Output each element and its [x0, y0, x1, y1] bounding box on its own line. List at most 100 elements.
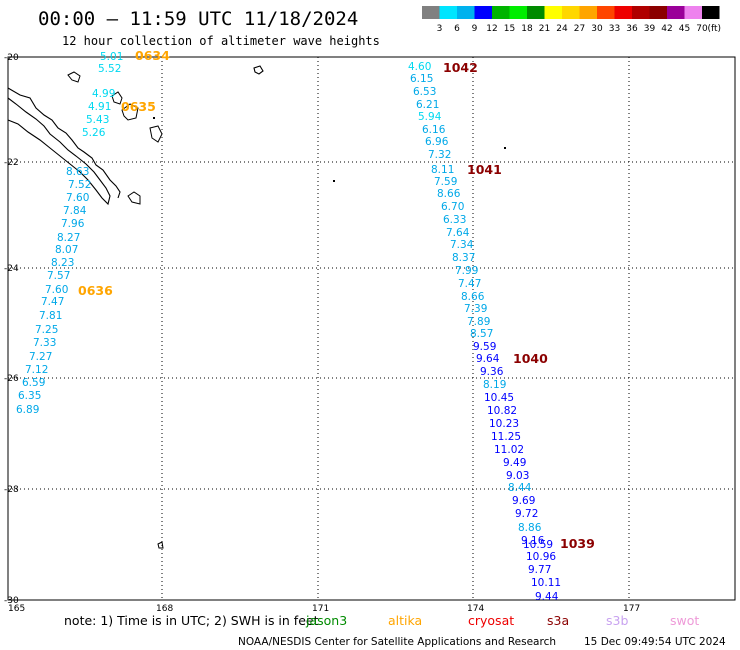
latitude-label: -20 — [4, 53, 19, 63]
swh-value: 7.27 — [29, 351, 52, 363]
swh-value: 7.96 — [61, 218, 85, 230]
legend-label: 39 — [644, 24, 656, 34]
grande-terre-coast — [7, 97, 111, 206]
legend-label: 27 — [574, 24, 585, 34]
legend-swatch — [422, 6, 440, 19]
coastline — [7, 65, 506, 549]
swh-value: 4.60 — [408, 61, 431, 73]
legend-swatch — [667, 6, 685, 19]
swh-value: 7.32 — [428, 149, 451, 161]
satellite-label: s3a — [547, 613, 569, 628]
credit-line: NOAA/NESDIS Center for Satellite Applica… — [238, 636, 556, 648]
legend-swatch — [562, 6, 580, 19]
satellite-label: altika — [388, 613, 422, 628]
walpole-islet-coast — [253, 65, 264, 75]
swh-value: 10.59 — [523, 539, 553, 551]
latitude-label: -28 — [4, 485, 19, 495]
loyalty-islet-coast — [67, 71, 81, 83]
swh-value: 9.59 — [473, 341, 496, 353]
legend-label: 12 — [486, 24, 497, 34]
tiga-coast — [149, 125, 163, 143]
swh-value: 8.27 — [57, 232, 80, 244]
satellite-label: s3b — [606, 613, 628, 628]
altimeter-tracks: 5.015.524.994.915.435.268.637.527.607.84… — [16, 48, 595, 603]
swh-value: 6.15 — [410, 73, 433, 85]
swh-value: 7.47 — [41, 296, 64, 308]
swh-value: 9.49 — [503, 457, 526, 469]
reef-dot — [333, 180, 335, 182]
legend-swatch — [474, 6, 492, 19]
legend-swatch — [632, 6, 650, 19]
swh-value: 9.36 — [480, 366, 504, 378]
swh-value: 5.52 — [98, 63, 121, 75]
swh-value: 7.47 — [458, 278, 481, 290]
legend-swatch — [579, 6, 597, 19]
swh-value: 8.57 — [470, 328, 493, 340]
swh-value: 6.33 — [443, 214, 466, 226]
legend-label: 18 — [521, 24, 533, 34]
swh-value: 6.59 — [22, 377, 45, 389]
swh-value: 6.16 — [422, 124, 446, 136]
longitude-label: 177 — [623, 604, 640, 614]
swh-value: 8.11 — [431, 164, 454, 176]
map-subtitle: 12 hour collection of altimeter wave hei… — [62, 34, 380, 48]
reef-dot — [153, 117, 155, 119]
legend-label: 15 — [504, 24, 515, 34]
swh-value: 9.69 — [512, 495, 535, 507]
swh-value: 7.60 — [45, 284, 68, 296]
swh-value: 7.89 — [467, 316, 490, 328]
legend-label: 21 — [539, 24, 550, 34]
swh-value: 5.01 — [100, 51, 123, 63]
swh-value: 4.99 — [92, 88, 115, 100]
latitude-label: -26 — [4, 374, 19, 384]
legend-swatch — [439, 6, 457, 19]
ile-des-pins-coast — [127, 191, 141, 205]
pass-label: 1041 — [467, 162, 502, 177]
legend-label: 70 — [696, 24, 708, 34]
legend-swatch — [702, 6, 720, 19]
swh-value: 7.39 — [464, 303, 487, 315]
swh-value: 5.94 — [418, 111, 442, 123]
longitude-label: 171 — [312, 604, 329, 614]
swh-value: 9.16 — [521, 535, 545, 547]
map-border — [7, 56, 736, 601]
swh-value: 8.37 — [452, 252, 475, 264]
pass-label: 1042 — [443, 60, 478, 75]
swh-value: 6.53 — [413, 86, 436, 98]
swh-value: 8.23 — [51, 257, 74, 269]
legend-swatch — [492, 6, 510, 19]
legend-swatch — [457, 6, 475, 19]
legend-label: 30 — [591, 24, 603, 34]
swh-value: 8.66 — [461, 291, 485, 303]
swh-value: 9.44 — [535, 591, 559, 603]
swh-value: 8.44 — [508, 482, 532, 494]
swh-value: 7.99 — [455, 265, 478, 277]
lifou-coast — [111, 91, 123, 105]
swh-value: 6.21 — [416, 99, 439, 111]
legend-label: 6 — [454, 24, 460, 34]
swh-value: 6.96 — [425, 136, 449, 148]
swh-value: 9.03 — [506, 470, 529, 482]
latitude-label: -30 — [4, 596, 19, 606]
swh-value: 5.26 — [82, 127, 106, 139]
swh-value: 7.84 — [63, 205, 87, 217]
legend-label: 36 — [626, 24, 638, 34]
map-title: 00:00 — 11:59 UTC 11/18/2024 — [38, 8, 358, 30]
swh-value: 11.25 — [491, 431, 521, 443]
swh-value: 11.02 — [494, 444, 524, 456]
pass-label: 0636 — [78, 283, 113, 298]
legend-label: 45 — [679, 24, 690, 34]
footnote: note: 1) Time is in UTC; 2) SWH is in fe… — [64, 613, 319, 628]
swh-value: 10.82 — [487, 405, 517, 417]
swh-value: 7.33 — [33, 337, 56, 349]
legend-label: 24 — [556, 24, 568, 34]
latitude-label: -22 — [4, 158, 19, 168]
pass-label: 1040 — [513, 351, 548, 366]
pass-label: 0634 — [135, 48, 170, 63]
swh-value: 9.64 — [476, 353, 500, 365]
satellite-label: jason3 — [305, 613, 347, 628]
legend-unit: (ft) — [708, 24, 722, 34]
swh-value: 7.34 — [450, 239, 474, 251]
